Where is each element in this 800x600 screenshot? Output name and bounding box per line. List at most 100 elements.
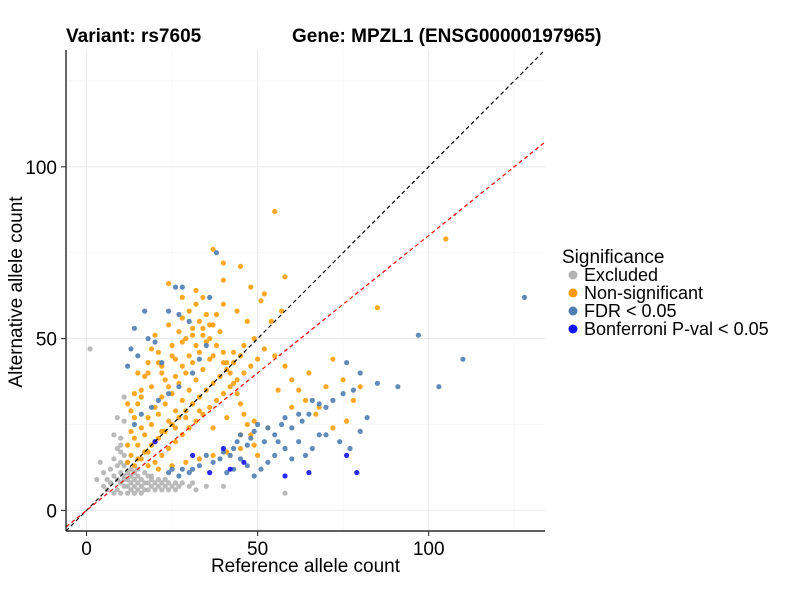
data-point	[172, 480, 179, 486]
data-point	[279, 308, 285, 314]
data-point	[210, 246, 216, 252]
data-point	[128, 487, 134, 493]
data-point	[279, 421, 285, 428]
data-point	[207, 294, 213, 300]
data-point	[145, 480, 151, 486]
data-point	[196, 356, 202, 362]
data-point	[302, 452, 309, 458]
data-points	[87, 208, 528, 496]
data-point	[183, 370, 189, 376]
data-point	[128, 452, 134, 458]
data-point	[289, 456, 295, 462]
data-point	[244, 442, 250, 448]
data-point	[121, 463, 127, 469]
data-point	[135, 473, 141, 479]
data-point	[155, 483, 161, 489]
data-point	[244, 421, 250, 428]
data-point	[344, 360, 350, 366]
data-point	[237, 445, 244, 452]
data-point	[152, 339, 158, 345]
x-tick-label: 50	[247, 539, 268, 560]
data-point	[131, 435, 137, 441]
data-point	[166, 322, 172, 328]
data-point	[344, 452, 350, 458]
data-point	[237, 432, 244, 438]
data-point	[309, 397, 315, 403]
data-point	[196, 349, 202, 355]
data-point	[111, 473, 117, 479]
data-point	[142, 432, 148, 438]
data-point	[104, 476, 110, 483]
data-point	[330, 356, 336, 362]
data-point	[244, 318, 250, 324]
data-point	[344, 418, 350, 424]
data-point	[224, 415, 230, 421]
data-point	[251, 418, 257, 424]
data-point	[176, 473, 182, 479]
legend-label: Bonferroni P-val < 0.05	[584, 319, 769, 339]
data-point	[138, 411, 144, 417]
data-point	[125, 363, 131, 369]
data-point	[313, 411, 319, 417]
data-point	[231, 445, 237, 452]
data-point	[220, 349, 226, 355]
data-point	[152, 459, 158, 465]
data-point	[183, 459, 189, 465]
data-point	[196, 408, 202, 414]
data-point	[316, 432, 322, 438]
data-point	[138, 483, 144, 489]
legend-title: Significance	[562, 247, 664, 268]
data-point	[237, 401, 244, 407]
data-point	[176, 384, 182, 390]
data-point	[210, 452, 216, 458]
data-point	[261, 439, 267, 445]
data-point	[227, 370, 233, 376]
data-point	[190, 480, 196, 486]
data-point	[210, 353, 216, 359]
data-point	[436, 384, 442, 390]
data-point	[114, 415, 120, 421]
data-point	[172, 408, 179, 414]
data-point	[138, 425, 144, 431]
data-point	[125, 490, 131, 496]
data-point	[172, 439, 179, 445]
chart-title-gene: Gene: MPZL1 (ENSG00000197965)	[292, 26, 601, 47]
data-point	[213, 397, 220, 403]
data-point	[179, 315, 185, 321]
data-point	[131, 421, 137, 428]
data-point	[193, 301, 199, 307]
legend-label: Excluded	[584, 265, 658, 285]
reference-lines	[65, 49, 546, 532]
data-point	[121, 394, 127, 400]
data-point	[145, 463, 151, 469]
data-point	[289, 404, 295, 410]
y-tick-label: 0	[46, 501, 57, 522]
data-point	[179, 480, 185, 486]
data-point	[186, 308, 192, 314]
data-point	[138, 490, 144, 496]
legend-label: Non-significant	[584, 283, 703, 303]
data-point	[138, 476, 144, 483]
data-point	[190, 370, 196, 376]
data-point	[330, 397, 336, 403]
data-point	[131, 476, 137, 483]
data-point	[306, 470, 312, 476]
data-point	[186, 483, 192, 489]
data-point	[275, 439, 281, 445]
data-point	[186, 318, 192, 324]
data-point	[196, 456, 202, 462]
data-point	[179, 432, 185, 438]
data-point	[207, 322, 213, 328]
data-point	[190, 466, 196, 472]
data-point	[337, 439, 343, 445]
data-point	[231, 380, 237, 386]
data-point	[166, 445, 172, 452]
y-axis-title: Alternative allele count	[6, 196, 27, 388]
data-point	[193, 342, 199, 349]
data-point	[275, 387, 281, 393]
legend-key	[568, 306, 578, 316]
data-point	[282, 490, 288, 496]
x-tick-label: 100	[413, 539, 445, 560]
data-point	[131, 490, 137, 496]
